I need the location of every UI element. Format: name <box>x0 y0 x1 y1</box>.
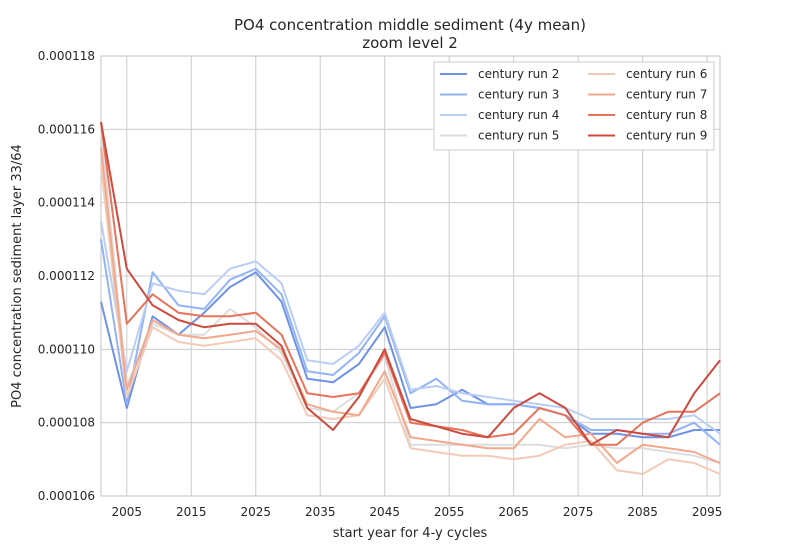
legend-label: century run 7 <box>626 88 707 102</box>
series-line-century-run-7 <box>100 147 721 464</box>
x-tick-label: 2045 <box>369 505 400 519</box>
x-tick-label: 2055 <box>434 505 465 519</box>
x-tick-label: 2005 <box>112 505 143 519</box>
series-line-century-run-5 <box>100 129 721 464</box>
legend-label: century run 4 <box>478 108 559 122</box>
series-line-century-run-2 <box>100 271 720 439</box>
x-tick-label: 2065 <box>498 505 529 519</box>
series-line-century-run-8 <box>100 121 721 446</box>
legend: century run 2 century run 3 century run 4 c… <box>433 61 715 151</box>
legend-label: century run 3 <box>478 88 559 102</box>
y-tick-label: 0.000118 <box>38 49 95 63</box>
legend-label: century run 9 <box>626 129 707 143</box>
series-line-century-run-9 <box>100 121 721 446</box>
y-tick-label: 0.000114 <box>38 196 95 210</box>
series-line-century-run-6 <box>100 165 721 475</box>
x-tick-label: 2035 <box>305 505 336 519</box>
chart-title: PO4 concentration middle sediment (4y me… <box>234 16 586 34</box>
x-tick-label: 2025 <box>240 505 271 519</box>
x-tick-label: 2075 <box>563 505 594 519</box>
series-line-century-run-4 <box>100 220 721 435</box>
legend-box <box>433 61 715 151</box>
x-ticks: 2005 2015 2025 2035 2045 2055 2065 2075 2085 2095 <box>112 505 723 519</box>
y-tick-label: 0.000106 <box>38 489 95 503</box>
x-tick-label: 2015 <box>176 505 207 519</box>
y-ticks: 0.000106 0.000108 0.000110 0.000112 0.000114… <box>38 49 95 503</box>
x-tick-label: 2085 <box>627 505 658 519</box>
y-tick-label: 0.000108 <box>38 416 95 430</box>
chart-subtitle: zoom level 2 <box>362 34 458 52</box>
legend-label: century run 5 <box>478 129 559 143</box>
x-tick-label: 2095 <box>692 505 723 519</box>
legend-label: century run 2 <box>478 67 559 81</box>
x-axis-label: start year for 4-y cycles <box>333 526 488 541</box>
series-group <box>100 121 721 475</box>
y-tick-label: 0.000116 <box>38 122 95 136</box>
legend-label: century run 8 <box>626 108 707 122</box>
y-tick-label: 0.000112 <box>38 269 95 283</box>
y-axis-label: PO4 concentration sediment layer 33/64 <box>10 144 25 408</box>
legend-label: century run 6 <box>626 67 707 81</box>
y-tick-label: 0.000110 <box>38 342 95 356</box>
